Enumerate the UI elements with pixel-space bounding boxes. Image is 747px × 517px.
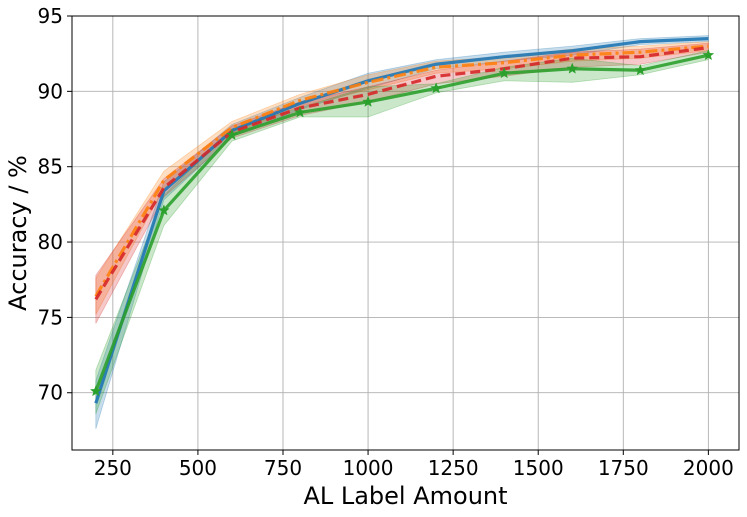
y-tick-label: 85 [38,155,63,179]
x-tick-label: 1750 [598,456,649,480]
y-tick-label: 95 [38,4,63,28]
x-tick-label: 500 [179,456,217,480]
series-4-point [498,67,511,79]
x-tick-label: 1250 [428,456,479,480]
series-4-point [634,64,647,76]
x-axis-label: AL Label Amount [303,482,507,510]
x-tick-labels: 250 500 750 1000 1250 1500 1750 2000 [94,450,734,480]
x-tick-label: 1500 [513,456,564,480]
y-tick-label: 80 [38,230,63,254]
series-4-point [294,106,306,118]
series-markers [89,48,715,397]
series-4-point [226,128,238,141]
series-4-point [89,385,102,397]
series-4-point [362,95,374,107]
y-tick-label: 70 [38,381,63,405]
series-lines [94,37,709,404]
x-tick-label: 1000 [343,456,394,480]
series-2-line [94,44,709,298]
series-4-point [430,82,443,94]
y-tick-labels: 70 75 80 85 90 95 [38,4,72,405]
y-tick-label: 90 [38,79,63,103]
series-4-line [94,53,709,392]
series-4-point [157,204,170,216]
y-tick-label: 75 [38,305,63,329]
x-tick-label: 750 [264,456,302,480]
series-4-point [566,62,579,74]
series-4-point [702,48,715,61]
series-3-line [94,46,709,301]
plot-frame [71,15,740,451]
x-tick-label: 250 [94,456,132,480]
x-tick-label: 2000 [683,456,734,480]
y-axis-label: Accuracy / % [4,155,32,311]
series-4-band [95,50,709,414]
